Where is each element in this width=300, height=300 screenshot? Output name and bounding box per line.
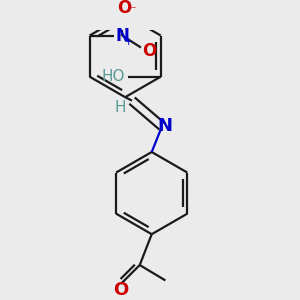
Text: O: O	[113, 281, 128, 299]
Text: O: O	[142, 42, 157, 60]
Text: HO: HO	[101, 69, 125, 84]
Text: H: H	[114, 100, 126, 115]
Text: +: +	[124, 37, 134, 46]
Text: N: N	[115, 26, 129, 44]
Text: N: N	[157, 117, 172, 135]
Text: ⁻: ⁻	[129, 4, 136, 17]
Text: O: O	[117, 0, 131, 17]
